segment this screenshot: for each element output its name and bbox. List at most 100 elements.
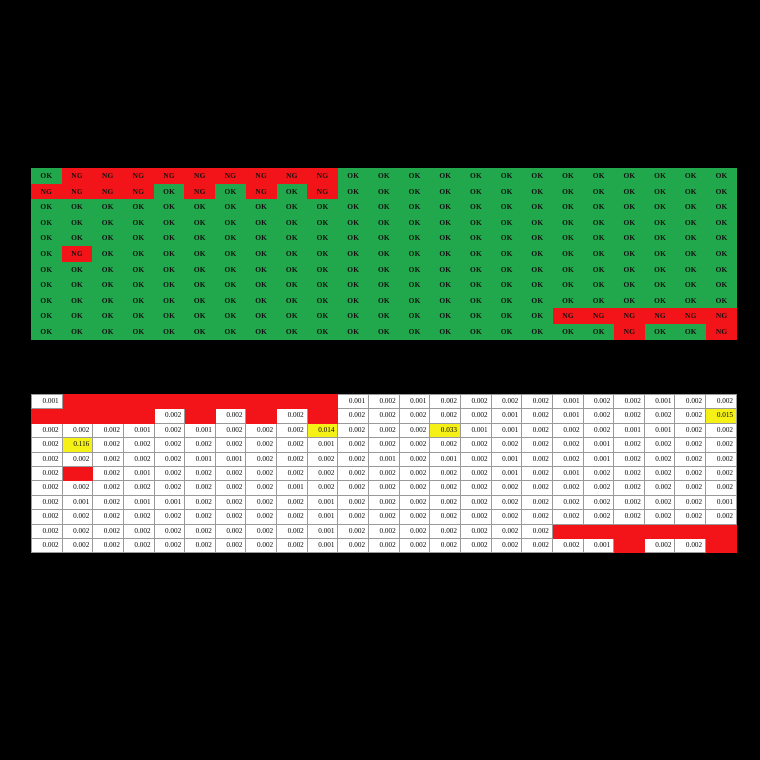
status-cell-ok: OK: [184, 308, 216, 324]
numeric-cell-flagged: 5: [31, 408, 63, 424]
status-grid: OK NG NG NG NG NG NG NG NG NG OK OK OK OK OK OK OK OK OK OK…: [31, 168, 737, 340]
numeric-cell: 0.002: [92, 480, 124, 496]
numeric-cell: 0.001: [61, 494, 94, 511]
status-cell-ok: OK: [491, 214, 522, 231]
status-cell-ok: OK: [368, 183, 400, 200]
numeric-cell: 0.001: [643, 422, 676, 439]
status-cell-ok: OK: [368, 245, 400, 262]
status-cell-ok: OK: [123, 277, 154, 293]
numeric-cell: 0.002: [61, 451, 94, 468]
numeric-cell: 0.001: [306, 538, 339, 554]
status-row: OK OK OK OK OK OK OK OK OK OK OK OK OK OK OK OK OK OK OK OK…: [31, 261, 737, 278]
status-cell-ok: OK: [31, 323, 62, 340]
status-cell-ok: OK: [153, 214, 185, 231]
numeric-cell: 0.002: [429, 393, 461, 410]
status-row: OK OK OK OK OK OK OK OK OK OK OK OK OK OK OK OK OK OK OK OK…: [31, 277, 737, 293]
numeric-cell: 0.002: [214, 466, 247, 482]
status-cell-ok: OK: [307, 292, 338, 309]
status-cell-ok: OK: [123, 245, 154, 262]
status-cell-ok: OK: [337, 168, 369, 184]
status-cell-ok: OK: [460, 261, 492, 278]
status-cell-ok: OK: [153, 199, 185, 215]
numeric-cell: 0.002: [429, 538, 461, 554]
status-cell-ok: OK: [522, 323, 553, 340]
numeric-cell: 0.002: [31, 466, 63, 482]
status-row: OK OK OK OK OK OK OK OK OK OK OK OK OK OK OK OK OK OK OK OK…: [31, 199, 737, 215]
numeric-cell: 0.002: [490, 393, 523, 410]
status-cell-ok: OK: [61, 214, 93, 231]
numeric-cell: 0.001: [214, 451, 247, 468]
status-cell-ok: OK: [675, 245, 707, 262]
status-cell-ok: OK: [491, 277, 522, 293]
numeric-cell: 0.002: [31, 437, 63, 453]
status-cell-ok: OK: [552, 292, 584, 309]
numeric-cell: 0.002: [551, 451, 584, 468]
status-cell-ok: OK: [583, 277, 615, 293]
status-cell-ok: OK: [614, 168, 645, 184]
numeric-cell: 0.002: [368, 393, 400, 410]
numeric-cell: 0.002: [31, 523, 63, 540]
status-cell-ok: OK: [92, 292, 124, 309]
numeric-cell: 0.002: [521, 451, 553, 468]
numeric-cell-flagged: 5: [122, 393, 155, 410]
numeric-cell: 0.002: [674, 494, 707, 511]
status-cell-ok: OK: [61, 277, 93, 293]
status-cell-ok: OK: [522, 214, 553, 231]
status-cell-ok: OK: [552, 277, 584, 293]
numeric-cell: 0.002: [521, 509, 553, 525]
numeric-cell: 0.002: [245, 523, 278, 540]
numeric-cell: 0.002: [490, 437, 523, 453]
numeric-cell: 0.002: [61, 480, 94, 496]
numeric-cell: 0.002: [245, 480, 278, 496]
numeric-cell-flagged: 5: [61, 393, 94, 410]
numeric-cell: 0.002: [705, 451, 737, 468]
status-cell-ok: OK: [522, 308, 553, 324]
numeric-row: 0.002 0.116 0.002 0.002 0.002 0.002 0.002 0.002…: [31, 437, 737, 453]
numeric-cell: 0.002: [429, 408, 461, 424]
status-cell-ok: OK: [337, 277, 369, 293]
numeric-cell: 0.002: [153, 538, 186, 554]
status-cell-ok: OK: [399, 308, 430, 324]
numeric-cell: 0.002: [122, 451, 155, 468]
numeric-cell: 0.002: [276, 538, 308, 554]
status-cell-ok: OK: [153, 183, 185, 200]
status-cell-ok: OK: [644, 230, 676, 246]
numeric-cell: 0.002: [459, 509, 492, 525]
numeric-cell: 0.002: [459, 437, 492, 453]
numeric-cell: 0.002: [398, 523, 431, 540]
status-cell-ok: OK: [644, 214, 676, 231]
status-cell-ok: OK: [215, 214, 246, 231]
status-cell-ok: OK: [307, 323, 338, 340]
numeric-cell: 0.002: [337, 538, 370, 554]
status-cell-ok: OK: [399, 183, 430, 200]
numeric-cell: 0.001: [705, 494, 737, 511]
numeric-cell: 0.001: [122, 466, 155, 482]
numeric-cell: 0.002: [92, 422, 124, 439]
status-cell-ok: OK: [491, 199, 522, 215]
numeric-cell: 0.002: [674, 393, 707, 410]
status-cell-ok: OK: [276, 230, 308, 246]
numeric-cell: 0.001: [582, 437, 615, 453]
status-cell-ok: OK: [675, 292, 707, 309]
status-cell-ok: OK: [31, 245, 62, 262]
status-cell-ok: OK: [61, 292, 93, 309]
numeric-cell: 0.002: [92, 509, 124, 525]
status-cell-ok: OK: [583, 261, 615, 278]
numeric-cell: 0.002: [705, 480, 737, 496]
status-cell-ok: OK: [429, 323, 461, 340]
status-cell-ok: OK: [552, 261, 584, 278]
status-cell-ok: OK: [123, 214, 154, 231]
status-row: OK OK OK OK OK OK OK OK OK OK OK OK OK OK OK OK OK OK OK OK…: [31, 230, 737, 246]
status-cell-ok: OK: [307, 261, 338, 278]
status-cell-ok: OK: [184, 230, 216, 246]
numeric-cell: 0.002: [613, 494, 645, 511]
numeric-cell: 0.002: [337, 523, 370, 540]
status-cell-ok: OK: [399, 168, 430, 184]
status-cell-ok: OK: [31, 168, 62, 184]
numeric-cell-flagged: 5: [92, 408, 124, 424]
numeric-cell: 0.002: [459, 480, 492, 496]
numeric-cell: 0.002: [551, 494, 584, 511]
status-cell-ok: OK: [215, 261, 246, 278]
status-cell-ok: OK: [337, 199, 369, 215]
status-cell-ok: OK: [399, 292, 430, 309]
